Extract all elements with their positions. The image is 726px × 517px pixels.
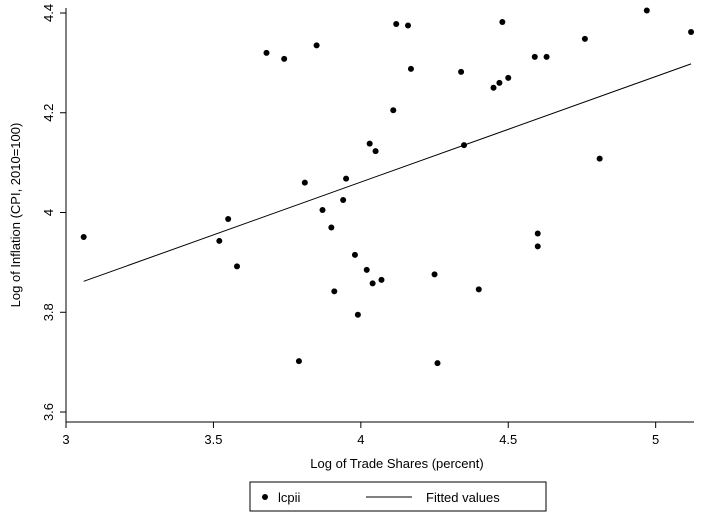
- y-tick-label: 3.6: [41, 403, 56, 421]
- data-point: [458, 68, 465, 75]
- y-tick-label: 4: [41, 209, 56, 216]
- data-point: [369, 280, 376, 287]
- x-tick-label: 5: [652, 432, 659, 447]
- data-point: [281, 55, 288, 62]
- data-point: [366, 140, 373, 147]
- y-tick-label: 4.4: [41, 4, 56, 22]
- x-axis-ticks: 3 3.5 4 4.5 5: [62, 422, 659, 447]
- data-point: [263, 49, 270, 56]
- data-point: [80, 233, 87, 240]
- x-tick-label: 3.5: [204, 432, 222, 447]
- data-point: [234, 263, 241, 270]
- data-point: [216, 237, 223, 244]
- y-axis-ticks: 3.6 3.8 4 4.2 4.4: [41, 4, 66, 421]
- data-point: [688, 28, 695, 35]
- x-tick-label: 3: [62, 432, 69, 447]
- legend-marker-lcpii: [262, 494, 268, 500]
- legend: lcpii Fitted values: [249, 481, 547, 512]
- data-point: [313, 42, 320, 49]
- legend-label-lcpii: lcpii: [278, 490, 301, 505]
- data-point: [407, 65, 414, 72]
- plot-area: 3.6 3.8 4 4.2 4.4 3 3.5 4 4.5 5: [41, 4, 695, 447]
- data-point: [331, 288, 338, 295]
- legend-label-fitted: Fitted values: [426, 490, 500, 505]
- data-point: [475, 286, 482, 293]
- y-tick-label: 4.2: [41, 104, 56, 122]
- data-point: [372, 148, 379, 155]
- data-point: [328, 224, 335, 231]
- data-point: [340, 197, 347, 204]
- data-point: [581, 35, 588, 42]
- data-point: [643, 7, 650, 14]
- data-point: [534, 243, 541, 250]
- fitted-values-line: [83, 63, 692, 282]
- data-point: [596, 155, 603, 162]
- data-point: [393, 20, 400, 27]
- series-layer: [80, 7, 695, 367]
- data-point: [496, 79, 503, 86]
- data-point: [505, 74, 512, 81]
- data-point: [434, 360, 441, 367]
- y-tick-label: 3.8: [41, 303, 56, 321]
- data-point: [295, 358, 302, 365]
- data-point: [225, 215, 232, 222]
- data-point: [319, 207, 326, 214]
- data-point: [405, 22, 412, 29]
- data-point: [343, 175, 350, 182]
- data-point: [490, 84, 497, 91]
- data-point: [499, 18, 506, 25]
- data-point: [534, 230, 541, 237]
- x-axis-title: Log of Trade Shares (percent): [310, 456, 483, 471]
- x-tick-label: 4: [357, 432, 364, 447]
- data-point: [354, 311, 361, 318]
- data-point: [351, 251, 358, 258]
- data-point: [543, 53, 550, 60]
- data-point: [431, 271, 438, 278]
- data-point: [378, 276, 385, 283]
- data-point: [390, 107, 397, 114]
- x-tick-label: 4.5: [499, 432, 517, 447]
- data-point: [531, 53, 538, 60]
- data-point: [301, 179, 308, 186]
- data-point: [363, 266, 370, 273]
- y-axis-title: Log of Inflation (CPI, 2010=100): [8, 123, 23, 308]
